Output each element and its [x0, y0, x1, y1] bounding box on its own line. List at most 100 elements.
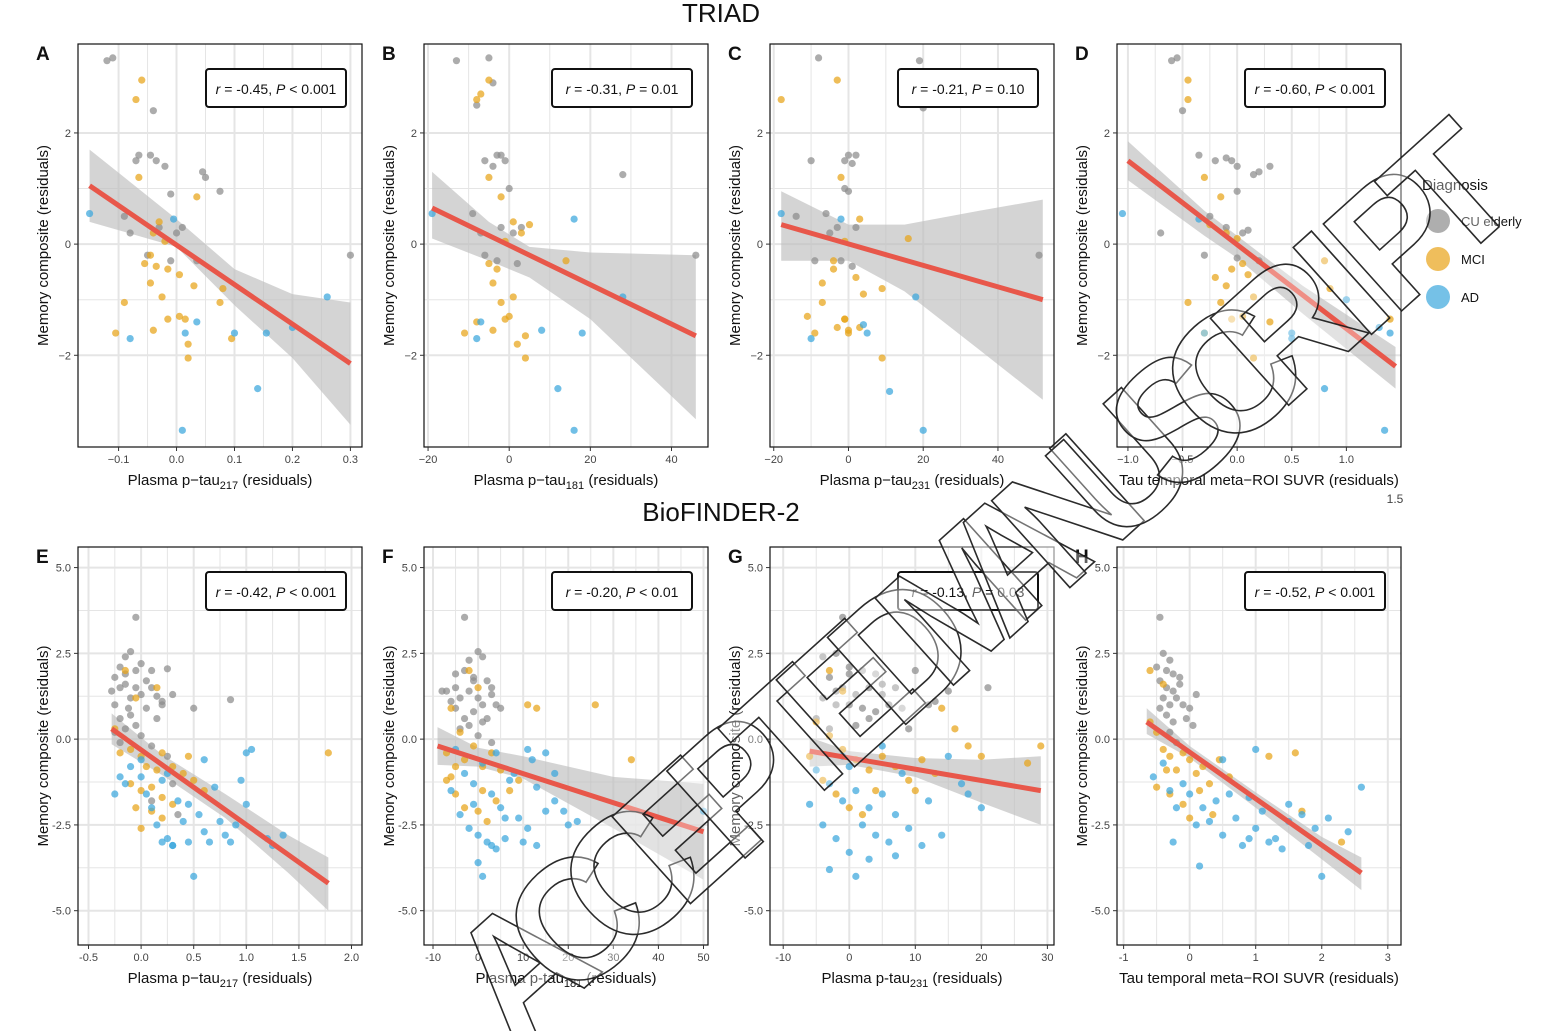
grid-lines — [770, 547, 1054, 945]
data-point — [216, 817, 224, 826]
data-point — [126, 335, 134, 343]
data-point — [469, 780, 478, 788]
data-point — [501, 814, 509, 822]
data-point — [1288, 329, 1296, 337]
data-point — [489, 162, 497, 170]
data-point — [501, 835, 509, 843]
x-axis-label-subscript: 231 — [910, 978, 928, 990]
correlation-annotation: r = -0.21, P = 0.10 — [897, 68, 1039, 108]
data-point — [1255, 168, 1263, 176]
data-point — [524, 701, 532, 709]
data-point — [1205, 817, 1214, 826]
data-point — [1162, 711, 1171, 719]
data-point — [216, 298, 224, 307]
x-axis-label: Plasma p−tau217 (residuals) — [128, 472, 313, 492]
data-point — [1212, 797, 1220, 805]
panel-letter: B — [382, 44, 396, 65]
data-point — [1222, 282, 1230, 290]
data-point — [844, 329, 853, 337]
data-point — [1179, 800, 1187, 808]
x-tick-label: 40 — [992, 454, 1004, 466]
data-point — [167, 190, 175, 198]
data-point — [803, 312, 811, 320]
data-point — [509, 293, 517, 301]
x-axis-label-subscript: 231 — [912, 480, 930, 492]
data-point — [826, 229, 834, 237]
data-point — [148, 783, 156, 791]
data-point — [856, 215, 864, 223]
x-tick-label: 0.0 — [133, 952, 148, 964]
data-point — [1186, 756, 1194, 764]
data-point — [858, 704, 867, 712]
data-point — [492, 749, 500, 757]
panel-f: -10 0 10 20 30 40 50 -5.0 -2.5 0.0 2.5 5.0 F Memory c… — [381, 546, 710, 990]
data-point — [915, 57, 924, 65]
data-point — [474, 831, 482, 839]
data-point — [858, 666, 867, 675]
data-point — [984, 684, 992, 692]
data-point — [247, 745, 256, 754]
data-point — [324, 749, 332, 757]
series-ad — [111, 745, 287, 880]
data-point — [878, 752, 886, 760]
data-point — [460, 613, 469, 621]
data-point — [148, 797, 156, 805]
data-point — [126, 648, 135, 656]
data-point — [832, 790, 840, 798]
data-point — [1184, 95, 1192, 104]
y-tick-label: -2.5 — [1091, 820, 1110, 832]
data-point — [619, 171, 627, 179]
data-point — [488, 841, 496, 850]
data-point — [148, 666, 156, 675]
data-point — [777, 95, 785, 104]
data-point — [806, 800, 814, 808]
data-point — [852, 223, 860, 232]
annotation-p-symbol: P — [1315, 81, 1325, 97]
data-point — [135, 151, 143, 159]
x-tick-label: 0.0 — [169, 454, 184, 466]
data-point — [469, 708, 478, 716]
data-point — [479, 787, 487, 795]
data-point — [858, 811, 867, 819]
y-tick-label: 2.5 — [56, 648, 71, 660]
annotation-p-symbol: P — [626, 584, 636, 600]
data-point — [199, 168, 207, 176]
annotation-box — [551, 68, 693, 108]
data-point — [1179, 701, 1187, 709]
data-point — [1357, 783, 1365, 791]
data-point — [460, 769, 469, 778]
data-point — [1249, 293, 1258, 301]
data-point — [825, 780, 834, 788]
data-point — [465, 824, 473, 832]
data-point — [254, 385, 262, 393]
x-tick-label: 0.5 — [186, 952, 201, 964]
data-point — [964, 790, 972, 798]
data-point — [919, 426, 927, 434]
data-point — [833, 223, 841, 232]
plot-frame — [423, 546, 709, 946]
data-point — [872, 831, 880, 839]
data-point — [1172, 804, 1181, 812]
data-point — [829, 265, 838, 273]
data-point — [200, 828, 208, 836]
data-point — [479, 653, 487, 661]
data-point — [1244, 271, 1252, 279]
data-point — [1159, 694, 1167, 702]
data-point — [120, 298, 128, 307]
data-point — [848, 159, 856, 168]
data-point — [852, 273, 860, 282]
data-point — [852, 872, 860, 880]
legend-label-cu-elderly: CU elderly — [1461, 214, 1522, 229]
data-point — [116, 738, 124, 747]
data-point — [456, 694, 464, 702]
data-point — [1162, 666, 1171, 675]
data-point — [169, 841, 177, 850]
data-point — [872, 787, 880, 795]
data-point — [169, 800, 177, 808]
data-point — [1288, 335, 1296, 343]
x-tick-label: 30 — [1041, 952, 1053, 964]
data-point — [132, 721, 140, 730]
